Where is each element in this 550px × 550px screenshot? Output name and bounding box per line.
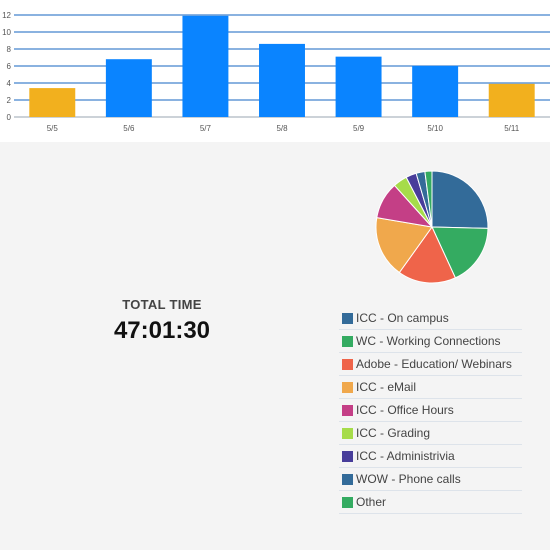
category-pie-chart (375, 170, 489, 284)
pie-slice-8 (424, 170, 433, 228)
legend-item: ICC - eMail (339, 376, 522, 399)
legend-label: Adobe - Education/ Webinars (356, 357, 512, 371)
bar-5-9 (335, 56, 382, 117)
x-tick-label: 5/9 (353, 124, 365, 133)
legend-item: WOW - Phone calls (339, 468, 522, 491)
pie-slice-0 (431, 170, 489, 229)
legend-item: ICC - Administrivia (339, 445, 522, 468)
bar-5-7 (182, 15, 229, 118)
x-tick-label: 5/10 (427, 124, 443, 133)
x-tick-label: 5/6 (123, 124, 135, 133)
total-time-label: TOTAL TIME (122, 297, 202, 312)
legend-label: ICC - On campus (356, 311, 449, 325)
legend-swatch (342, 427, 353, 439)
y-tick-label: 8 (7, 45, 12, 54)
legend-swatch (342, 450, 353, 462)
x-tick-label: 5/5 (47, 124, 59, 133)
legend-label: ICC - eMail (356, 380, 417, 394)
legend-label: ICC - Grading (356, 426, 431, 440)
pie-legend: ICC - On campus WC - Working Connections A… (339, 307, 522, 514)
bar-5-10 (412, 66, 459, 117)
legend-swatch (342, 404, 353, 416)
pie-slice-2 (398, 226, 457, 284)
y-tick-label: 12 (2, 11, 11, 20)
legend-label: WC - Working Connections (356, 334, 501, 348)
legend-label: ICC - Administrivia (356, 449, 455, 463)
legend-item: Other (339, 491, 522, 514)
y-tick-label: 2 (7, 96, 12, 105)
legend-label: Other (356, 495, 387, 509)
legend-item: WC - Working Connections (339, 330, 522, 353)
legend-swatch (342, 381, 353, 393)
y-tick-label: 4 (7, 79, 12, 88)
legend-item: ICC - Grading (339, 422, 522, 445)
x-tick-label: 5/11 (504, 124, 520, 133)
legend-label: ICC - Office Hours (356, 403, 454, 417)
pie-slice-3 (375, 217, 433, 274)
bar-5-8 (259, 43, 305, 117)
legend-item: ICC - On campus (339, 307, 522, 330)
y-tick-label: 6 (7, 62, 12, 71)
legend-item: ICC - Office Hours (339, 399, 522, 422)
y-tick-label: 10 (2, 28, 11, 37)
legend-swatch (342, 473, 353, 485)
legend-label: WOW - Phone calls (356, 472, 461, 486)
bar-5-6 (105, 59, 152, 117)
bar-5-11 (488, 83, 535, 117)
total-time-value: 47:01:30 (113, 317, 211, 344)
x-tick-label: 5/8 (276, 124, 288, 133)
legend-swatch (342, 335, 353, 347)
bar-5-5 (29, 88, 76, 117)
legend-item: Adobe - Education/ Webinars (339, 353, 522, 376)
total-time-panel: TOTAL TIME 47:01:30 (92, 297, 232, 345)
daily-time-bar-chart: 0 2 4 6 8 10 12 5/5 5/6 5/7 5/8 5/9 5/10 5/11 (0, 0, 550, 142)
y-tick-label: 0 (7, 113, 12, 122)
x-tick-label: 5/7 (200, 124, 212, 133)
legend-swatch (342, 496, 353, 508)
legend-swatch (342, 358, 353, 370)
pie-slice-1 (431, 226, 489, 279)
legend-swatch (342, 312, 353, 324)
